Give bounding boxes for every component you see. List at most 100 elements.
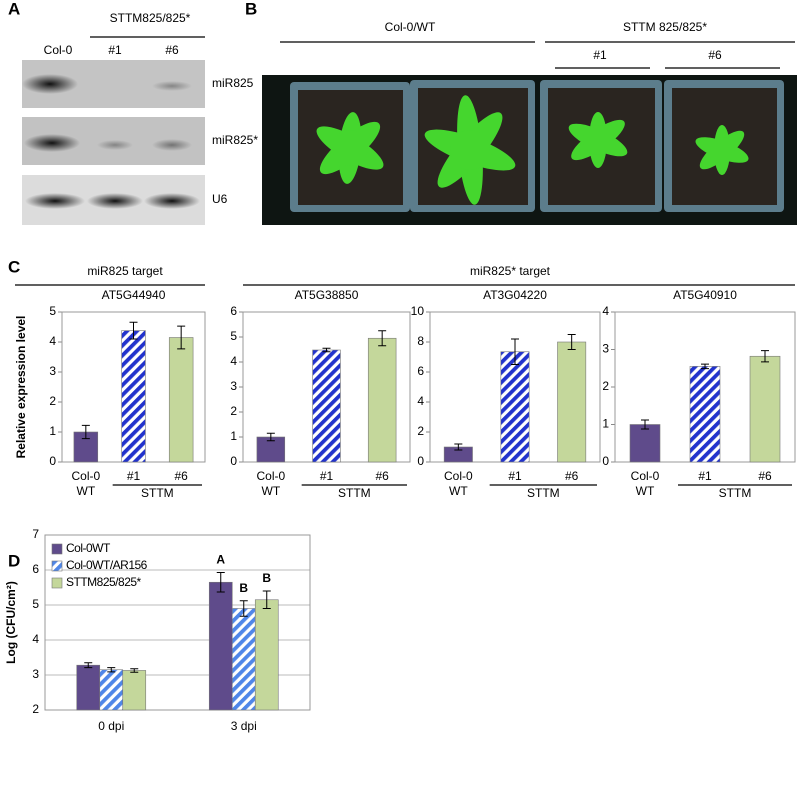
error-bar (511, 338, 519, 365)
error-bar (322, 347, 331, 353)
x-tick-label: Col-0 (444, 469, 473, 483)
panel-letter: A (8, 0, 20, 18)
y-tick-label: 6 (417, 364, 424, 378)
x-tick-label: #6 (565, 469, 579, 483)
x-tick-label: #1 (320, 469, 334, 483)
y-tick-label: 4 (32, 632, 39, 646)
legend-label: STTM825/825* (66, 575, 142, 589)
blot-band (24, 134, 80, 152)
bar (367, 337, 397, 463)
blot-band (152, 81, 192, 91)
error-bar (130, 668, 139, 673)
y-tick-label: 7 (32, 527, 39, 541)
y-tick-label: 4 (49, 334, 56, 348)
chart-title: AT5G40910 (673, 288, 737, 302)
group-label: miR825 target (87, 264, 163, 278)
y-tick-label: 5 (32, 597, 39, 611)
y-tick-label: 0 (602, 454, 609, 468)
y-tick-label: 1 (602, 417, 609, 431)
group-label: Col-0/WT (385, 20, 436, 34)
y-tick-label: 6 (32, 562, 39, 576)
chart-title: AT3G04220 (483, 288, 547, 302)
blot-label: miR825* (212, 133, 258, 147)
error-bar (567, 334, 576, 350)
x-tick-label: #1 (127, 469, 141, 483)
blot-label: miR825 (212, 76, 254, 90)
bar (76, 664, 101, 711)
error-bar (129, 321, 138, 340)
category-group-label: STTM (719, 486, 752, 500)
x-tick-label: Col-0 (71, 469, 100, 483)
error-bar (378, 330, 387, 347)
category-group-label: WT (636, 484, 655, 498)
lane-label: #6 (165, 43, 179, 57)
y-tick-label: 5 (49, 304, 56, 318)
error-bar (239, 600, 248, 617)
y-tick-label: 2 (602, 379, 609, 393)
significance-letter: B (239, 581, 248, 595)
error-bar (262, 590, 271, 609)
legend-label: Col-0WT/AR156 (66, 558, 148, 572)
error-bar (454, 443, 463, 451)
error-bar (761, 350, 769, 363)
bar (231, 608, 256, 711)
blot-band (144, 193, 200, 209)
bar (122, 670, 147, 711)
y-tick-label: 0 (49, 454, 56, 468)
error-bar (107, 667, 116, 673)
bar (168, 337, 194, 463)
y-tick-label: 3 (49, 364, 56, 378)
y-tick-label: 3 (32, 667, 39, 681)
y-tick-label: 8 (417, 334, 424, 348)
blot-band (97, 140, 133, 150)
bar (121, 330, 146, 463)
significance-letter: B (262, 571, 271, 585)
y-axis-label: Relative expression level (14, 316, 28, 459)
legend-swatch (51, 577, 63, 589)
bar (500, 351, 530, 463)
y-tick-label: 4 (417, 394, 424, 408)
blot-label: U6 (212, 192, 228, 206)
group-label: miR825* target (470, 264, 551, 278)
category-group-label: STTM (141, 486, 174, 500)
legend-label: Col-0WT (66, 541, 111, 555)
error-bar (216, 571, 225, 593)
y-axis-label: Log (CFU/cm²) (4, 581, 18, 664)
plant-photo (262, 75, 797, 225)
x-tick-label: Col-0 (631, 469, 660, 483)
y-tick-label: 2 (417, 424, 424, 438)
y-tick-label: 1 (230, 429, 237, 443)
x-tick-label: #1 (698, 469, 712, 483)
line-label: #6 (708, 48, 722, 62)
x-tick-label: #1 (508, 469, 522, 483)
lane-label: Col-0 (44, 43, 73, 57)
bar (208, 581, 233, 711)
x-tick-label: #6 (174, 469, 188, 483)
blot-band (25, 193, 85, 209)
bar (557, 341, 587, 463)
error-bar (641, 419, 649, 430)
legend-swatch (51, 543, 63, 555)
error-bar (177, 325, 186, 350)
category-group-label: STTM (338, 486, 371, 500)
y-tick-label: 0 (230, 454, 237, 468)
group-label: STTM 825/825* (623, 20, 707, 34)
error-bar (701, 363, 709, 370)
lane-label: #1 (108, 43, 122, 57)
significance-letter: A (216, 553, 225, 567)
bar (312, 349, 341, 463)
chart-title: AT5G38850 (295, 288, 359, 302)
category-group-label: STTM (527, 486, 560, 500)
bar (99, 669, 124, 711)
category-group-label: WT (449, 484, 468, 498)
x-tick-label: 3 dpi (231, 719, 257, 733)
y-tick-label: 5 (230, 329, 237, 343)
plot-frame (44, 534, 311, 711)
panel-letter: C (8, 257, 20, 276)
x-tick-label: Col-0 (256, 469, 285, 483)
x-tick-label: 0 dpi (98, 719, 124, 733)
y-tick-label: 2 (230, 404, 237, 418)
y-tick-label: 0 (417, 454, 424, 468)
error-bar (84, 662, 93, 669)
